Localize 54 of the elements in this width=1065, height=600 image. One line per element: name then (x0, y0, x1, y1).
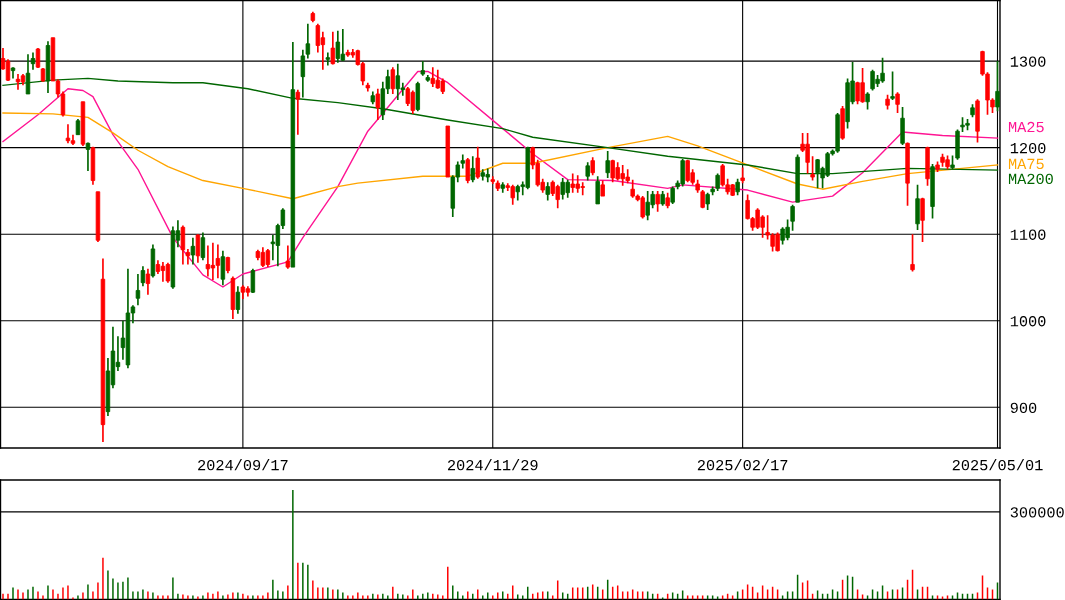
candlestick (235, 285, 241, 315)
x-tick-label: 2024/09/17 (198, 459, 288, 471)
series-label: MA75 (1008, 158, 1044, 170)
candlestick (790, 203, 795, 232)
candlestick (325, 51, 331, 67)
y-tick-label: 1100 (1010, 229, 1046, 240)
candlestick (200, 231, 206, 262)
line-series (2, 112, 999, 200)
candlestick (330, 30, 336, 66)
series-label: MA25 (1008, 121, 1044, 133)
x-tick-label: 2025/05/01 (952, 459, 1043, 471)
candlestick (315, 23, 321, 54)
candlestick (250, 267, 256, 294)
candlestick (180, 224, 186, 266)
candlestick (135, 273, 141, 307)
candlestick (910, 233, 915, 273)
series-label: MA200 (1008, 173, 1053, 185)
candlestick (405, 86, 411, 107)
candlestick (205, 244, 211, 278)
candlestick (190, 236, 196, 266)
y-tick-label: 1200 (1010, 142, 1046, 154)
candlestick (85, 141, 91, 172)
candlestick (655, 190, 660, 213)
candlestick (220, 249, 226, 287)
y-tick-label: 1000 (1010, 316, 1046, 327)
y-tick-label: 900 (1010, 402, 1037, 413)
candlestick (890, 70, 895, 101)
candlestick (390, 66, 396, 95)
y-tick-label: 300000 (1010, 507, 1064, 518)
candlestick (920, 197, 925, 243)
candlestick (605, 150, 610, 179)
candlestick (15, 73, 21, 91)
candlestick (465, 157, 470, 184)
candlestick (145, 267, 151, 296)
candlestick (335, 29, 341, 64)
candlestick (595, 175, 600, 205)
x-tick-label: 2025/02/17 (697, 459, 788, 471)
line-series (2, 70, 999, 288)
candlestick (395, 62, 401, 101)
candlestick (470, 155, 475, 184)
candlestick (545, 181, 550, 202)
candlestick (585, 161, 590, 182)
candlestick (995, 60, 1000, 113)
x-tick-label: 2024/11/29 (447, 459, 538, 471)
candlestick (285, 244, 291, 270)
y-tick-label: 1300 (1010, 56, 1046, 67)
candlestick (810, 155, 815, 182)
candlestick (475, 145, 480, 180)
candlestick (195, 233, 201, 264)
candlestick (590, 156, 595, 177)
candlestick (295, 88, 301, 136)
candlestick (65, 123, 71, 145)
candlestick (375, 87, 381, 121)
candlestick (895, 91, 900, 114)
